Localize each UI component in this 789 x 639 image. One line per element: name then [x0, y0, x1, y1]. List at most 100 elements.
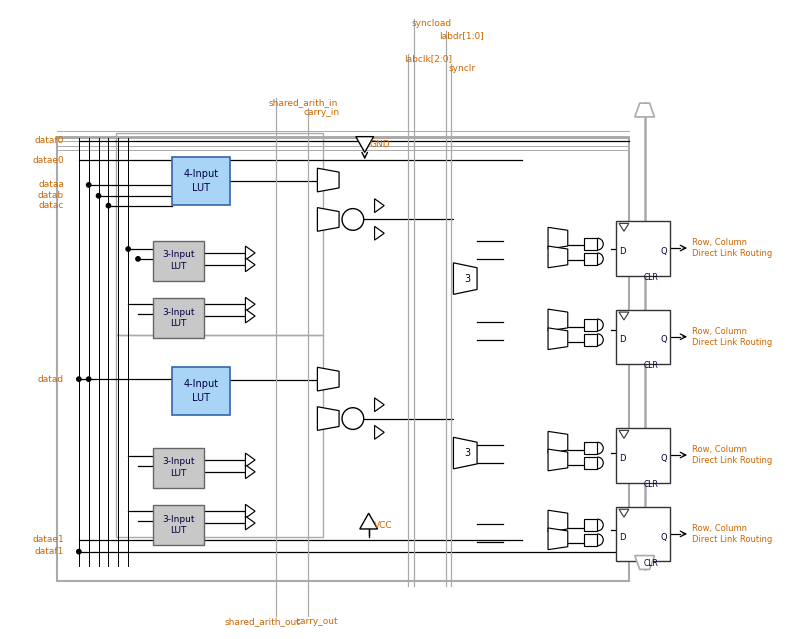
- Text: D: D: [619, 247, 626, 256]
- Text: shared_arith_out: shared_arith_out: [225, 617, 301, 626]
- Text: synclr: synclr: [448, 64, 476, 73]
- Bar: [153, 505, 204, 544]
- Polygon shape: [317, 168, 339, 192]
- Text: 3-Input
LUT: 3-Input LUT: [163, 514, 195, 535]
- Polygon shape: [245, 246, 255, 260]
- Text: 3: 3: [464, 448, 470, 458]
- Polygon shape: [375, 199, 384, 213]
- Bar: [616, 310, 671, 364]
- Text: Row, Column
Direct Link Routing: Row, Column Direct Link Routing: [692, 524, 772, 544]
- Polygon shape: [245, 309, 255, 323]
- Bar: [584, 534, 597, 546]
- Polygon shape: [548, 510, 568, 532]
- Polygon shape: [454, 437, 477, 469]
- Polygon shape: [619, 312, 629, 320]
- Text: datad: datad: [38, 374, 64, 383]
- Polygon shape: [360, 513, 377, 529]
- Text: dataa: dataa: [38, 180, 64, 189]
- Circle shape: [77, 550, 81, 554]
- Circle shape: [126, 247, 130, 251]
- Bar: [173, 367, 230, 415]
- Text: datae0: datae0: [32, 156, 64, 165]
- Polygon shape: [245, 297, 255, 311]
- Text: Row, Column
Direct Link Routing: Row, Column Direct Link Routing: [692, 327, 772, 347]
- Polygon shape: [548, 309, 568, 331]
- Bar: [153, 298, 204, 338]
- Text: CLR: CLR: [644, 362, 659, 371]
- Polygon shape: [548, 431, 568, 453]
- Bar: [116, 335, 323, 537]
- Polygon shape: [245, 516, 255, 530]
- Text: 3: 3: [464, 273, 470, 284]
- Text: 4-Input
LUT: 4-Input LUT: [184, 169, 219, 192]
- Bar: [153, 448, 204, 488]
- Bar: [584, 457, 597, 469]
- Bar: [153, 241, 204, 281]
- Text: 3-Input
LUT: 3-Input LUT: [163, 458, 195, 478]
- Text: 4-Input
LUT: 4-Input LUT: [184, 380, 219, 403]
- Circle shape: [107, 203, 110, 208]
- Text: labdr[1:0]: labdr[1:0]: [439, 31, 484, 40]
- Text: Q: Q: [660, 335, 667, 344]
- Text: CLR: CLR: [644, 480, 659, 489]
- Bar: [584, 319, 597, 331]
- Bar: [173, 157, 230, 204]
- Text: carry_in: carry_in: [304, 108, 340, 117]
- Polygon shape: [245, 258, 255, 272]
- Bar: [616, 507, 671, 562]
- Circle shape: [342, 408, 364, 429]
- Circle shape: [77, 377, 81, 381]
- Polygon shape: [375, 226, 384, 240]
- Text: dataf1: dataf1: [35, 547, 64, 556]
- Polygon shape: [619, 431, 629, 438]
- Polygon shape: [375, 398, 384, 412]
- Text: VCC: VCC: [373, 521, 392, 530]
- Circle shape: [136, 257, 140, 261]
- Text: syncload: syncload: [411, 19, 451, 28]
- Text: dataf0: dataf0: [35, 136, 64, 145]
- Polygon shape: [619, 509, 629, 517]
- Polygon shape: [356, 137, 373, 153]
- Polygon shape: [619, 224, 629, 231]
- Polygon shape: [245, 465, 255, 479]
- Bar: [57, 137, 629, 581]
- Polygon shape: [375, 426, 384, 439]
- Polygon shape: [548, 528, 568, 550]
- Text: shared_arith_in: shared_arith_in: [268, 98, 338, 107]
- Bar: [584, 238, 597, 250]
- Circle shape: [342, 208, 364, 230]
- Text: datab: datab: [38, 191, 64, 200]
- Text: CLR: CLR: [644, 273, 659, 282]
- Circle shape: [87, 183, 91, 187]
- Text: Q: Q: [660, 247, 667, 256]
- Polygon shape: [635, 555, 655, 569]
- Polygon shape: [317, 407, 339, 431]
- Text: labclk[2:0]: labclk[2:0]: [404, 54, 452, 63]
- Bar: [116, 133, 323, 335]
- Polygon shape: [245, 453, 255, 467]
- Bar: [616, 428, 671, 482]
- Text: Q: Q: [660, 532, 667, 542]
- Text: Row, Column
Direct Link Routing: Row, Column Direct Link Routing: [692, 238, 772, 258]
- Text: D: D: [619, 532, 626, 542]
- Polygon shape: [548, 227, 568, 249]
- Text: GND: GND: [369, 140, 391, 149]
- Polygon shape: [548, 246, 568, 268]
- Text: datac: datac: [39, 201, 64, 210]
- Polygon shape: [635, 103, 655, 117]
- Bar: [616, 222, 671, 275]
- Circle shape: [96, 194, 101, 198]
- Text: datae1: datae1: [32, 535, 64, 544]
- Text: D: D: [619, 335, 626, 344]
- Polygon shape: [245, 504, 255, 518]
- Bar: [584, 442, 597, 454]
- Polygon shape: [317, 367, 339, 391]
- Text: CLR: CLR: [644, 558, 659, 567]
- Bar: [584, 519, 597, 531]
- Polygon shape: [317, 208, 339, 231]
- Polygon shape: [548, 449, 568, 471]
- Text: carry_out: carry_out: [296, 617, 338, 626]
- Text: 3-Input
LUT: 3-Input LUT: [163, 307, 195, 328]
- Polygon shape: [548, 328, 568, 350]
- Circle shape: [87, 377, 91, 381]
